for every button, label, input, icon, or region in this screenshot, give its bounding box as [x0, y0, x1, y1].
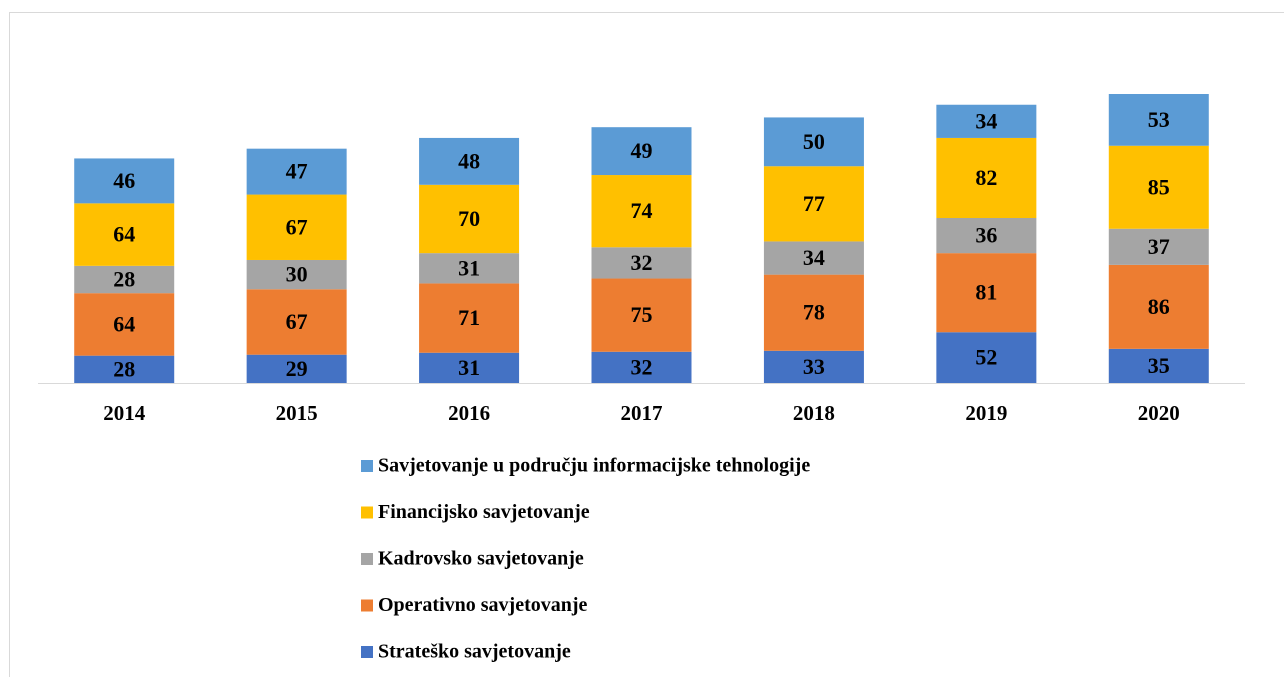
bar-segment [74, 355, 175, 383]
data-label: 86 [1148, 294, 1170, 319]
data-label: 67 [286, 309, 308, 334]
bar-segment [1108, 264, 1209, 349]
legend-label: Savjetovanje u području informacijske te… [378, 455, 810, 477]
bar-segment [246, 148, 347, 195]
bar-segment [1108, 94, 1209, 146]
data-label: 36 [975, 223, 997, 248]
bar-segment [763, 274, 864, 351]
bar-segment [246, 259, 347, 290]
x-tick-label: 2017 [621, 401, 663, 425]
bar-segment [936, 217, 1037, 254]
bar-segment [1108, 145, 1209, 229]
x-tick-label: 2015 [276, 401, 318, 425]
bar-segment [936, 332, 1037, 383]
legend-swatch [361, 553, 373, 565]
x-tick-label: 2016 [448, 401, 490, 425]
bar-segment [591, 127, 692, 176]
chart-border [9, 12, 1284, 677]
data-label: 37 [1148, 234, 1170, 259]
data-label: 35 [1148, 353, 1170, 378]
bar-segment [763, 117, 864, 167]
bar-segment [246, 354, 347, 383]
legend-label: Kadrovsko savjetovanje [378, 548, 584, 570]
bar-segment [419, 253, 520, 284]
x-tick-label: 2014 [103, 401, 146, 425]
legend-label: Financijsko savjetovanje [378, 501, 590, 523]
data-label: 71 [458, 305, 480, 330]
bar-segment [591, 247, 692, 279]
bar-segment [74, 158, 175, 204]
bar-segment [246, 194, 347, 260]
legend-swatch [361, 506, 373, 519]
data-label: 34 [803, 245, 825, 270]
bar-segment [419, 137, 520, 185]
bar-segment [419, 352, 520, 383]
bar-segment [591, 175, 692, 248]
data-label: 77 [803, 191, 825, 216]
bar-segment [1108, 348, 1209, 383]
data-label: 29 [286, 356, 308, 381]
bar-segment [936, 137, 1037, 218]
data-label: 75 [631, 302, 653, 327]
bar-segment [74, 293, 175, 356]
data-label: 53 [1148, 107, 1170, 132]
bar-segment [74, 203, 175, 266]
x-tick-label: 2019 [965, 401, 1007, 425]
bar-segment [763, 241, 864, 275]
data-label: 64 [113, 311, 135, 336]
data-label: 31 [458, 355, 480, 380]
legend-swatch [361, 599, 373, 612]
bar-segment [936, 253, 1037, 333]
data-label: 48 [458, 148, 480, 173]
data-label: 31 [458, 255, 480, 280]
data-label: 82 [975, 165, 997, 190]
bar-segment [246, 289, 347, 355]
data-label: 81 [975, 280, 997, 305]
bar-segment [74, 265, 175, 294]
bar-segment [419, 283, 520, 353]
bar-segment [591, 278, 692, 352]
data-label: 52 [975, 345, 997, 370]
legend-swatch [361, 460, 373, 472]
data-label: 47 [286, 159, 308, 184]
bar-segment [591, 351, 692, 383]
x-tick-label: 2020 [1138, 401, 1180, 425]
data-label: 85 [1148, 174, 1170, 199]
bar-segment [763, 166, 864, 242]
data-label: 67 [286, 214, 308, 239]
bar-segment [936, 104, 1037, 138]
data-label: 32 [631, 250, 653, 275]
data-label: 32 [631, 354, 653, 379]
data-label: 64 [113, 222, 135, 247]
bar-segment [763, 350, 864, 383]
data-label: 50 [803, 129, 825, 154]
data-label: 34 [975, 108, 997, 133]
x-tick-label: 2018 [793, 401, 835, 425]
legend-swatch [361, 646, 373, 658]
data-label: 49 [631, 138, 653, 163]
bar-segment [1108, 228, 1209, 265]
data-label: 46 [113, 168, 135, 193]
data-label: 70 [458, 206, 480, 231]
bar-segment [419, 184, 520, 254]
data-label: 28 [113, 267, 135, 292]
legend-label: Strateško savjetovanje [378, 641, 571, 663]
data-label: 33 [803, 354, 825, 379]
legend-label: Operativno savjetovanje [378, 594, 588, 616]
data-label: 28 [113, 356, 135, 381]
data-label: 78 [803, 300, 825, 325]
data-label: 30 [286, 262, 308, 287]
data-label: 74 [631, 198, 653, 223]
